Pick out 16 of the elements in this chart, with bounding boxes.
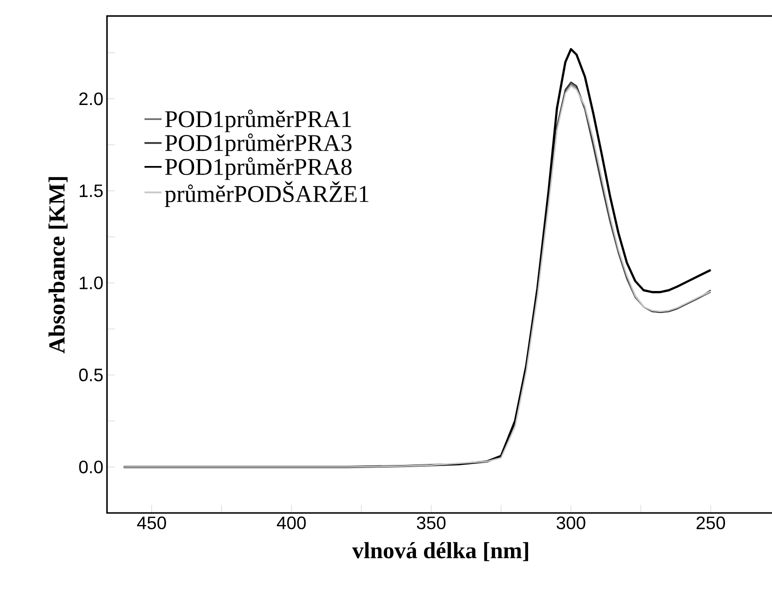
legend-label: POD1průměrPRA8 [165,157,352,180]
legend-label: POD1průměrPRA1 [165,110,352,132]
y-tick-label: 0.5 [79,368,103,382]
x-axis-title: vlnová délka [nm] [352,542,528,562]
y-tick-label: 1.0 [80,276,103,290]
x-tick-label: 450 [137,516,166,530]
y-tick-label: 1.5 [80,184,103,198]
y-axis-title: Absorbance [KM] [48,177,68,354]
x-tick-label: 350 [416,516,446,530]
y-tick-label: 2.0 [79,92,103,106]
x-tick-label: 300 [556,516,586,530]
x-tick-label: 400 [276,516,306,530]
x-tick-label: 250 [696,516,726,530]
legend-label: POD1průměrPRA3 [165,134,352,156]
y-tick-label: 0.0 [79,460,103,474]
legend-label: průměrPODŠARŽE1 [164,181,368,208]
